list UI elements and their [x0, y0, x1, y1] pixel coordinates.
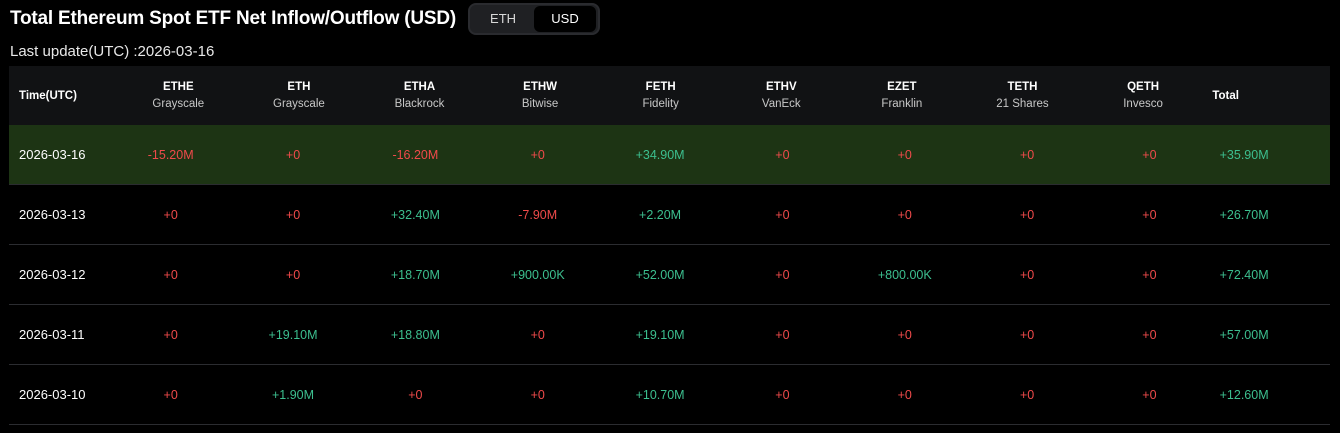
flow-value-ezet: +0	[897, 387, 912, 402]
row-date: 2026-03-10	[19, 387, 86, 402]
flow-value-qeth: +0	[1142, 327, 1157, 342]
flow-value-teth: +0	[1019, 387, 1035, 402]
flow-value-ethw: +0	[530, 327, 545, 342]
row-date: 2026-03-12	[19, 267, 86, 282]
flow-value-qeth: +0	[1142, 387, 1157, 402]
table-row[interactable]: 2026-03-12 +0 +0 +18.70M +900.00K +52.00M +0 +8…	[9, 245, 1330, 305]
header-col-etha: ETHA Blackrock	[359, 81, 480, 110]
flow-value-feth: +52.00M	[635, 267, 685, 282]
flow-value-ethv: +0	[775, 327, 790, 342]
flow-value-feth: +34.90M	[635, 147, 685, 162]
toggle-usd-button[interactable]: USD	[534, 6, 597, 32]
header-issuer: Invesco	[1123, 98, 1163, 110]
header-col-eth: ETH Grayscale	[239, 81, 360, 110]
flow-value-eth: +1.90M	[272, 387, 315, 402]
flow-table: Time(UTC) ETHE Grayscale ETH Grayscale ETHA B…	[9, 66, 1330, 425]
flow-value-feth: +19.10M	[635, 327, 685, 342]
flow-value-qeth: +0	[1142, 207, 1157, 222]
flow-value-ethv: +0	[775, 207, 790, 222]
flow-value-teth: +0	[1019, 147, 1035, 162]
flow-value-feth: +10.70M	[635, 387, 685, 402]
header-col-feth: FETH Fidelity	[600, 81, 721, 110]
header-issuer: Bitwise	[521, 98, 559, 110]
flow-value-eth: +0	[285, 207, 301, 222]
header-ticker: ETHW	[523, 81, 558, 93]
header-issuer: Grayscale	[152, 98, 205, 110]
header-col-ethw: ETHW Bitwise	[480, 81, 601, 110]
flow-value-etha: +0	[408, 387, 423, 402]
header-ticker: ETHA	[403, 81, 436, 93]
header-ticker: ETH	[287, 81, 311, 93]
flow-value-eth: +0	[285, 267, 301, 282]
flow-value-ethw: +900.00K	[510, 267, 565, 282]
header-ticker: ETHV	[765, 81, 797, 93]
header-col-ethe: ETHE Grayscale	[118, 81, 239, 110]
header-ticker: QETH	[1127, 81, 1160, 93]
flow-value-ethe: -15.20M	[147, 147, 194, 162]
toggle-eth-button[interactable]: ETH	[490, 11, 517, 26]
header-row: Total Ethereum Spot ETF Net Inflow/Outfl…	[10, 3, 601, 35]
flow-value-ethe: +0	[163, 387, 178, 402]
flow-value-eth: +19.10M	[268, 327, 318, 342]
page-title: Total Ethereum Spot ETF Net Inflow/Outfl…	[10, 8, 457, 29]
header-issuer: Fidelity	[642, 98, 679, 110]
row-date: 2026-03-13	[19, 207, 86, 222]
flow-value-etha: +32.40M	[390, 207, 440, 222]
header-col-qeth: QETH Invesco	[1083, 81, 1204, 110]
header-issuer: 21 Shares	[996, 98, 1049, 110]
header-col-teth: TETH 21 Shares	[962, 81, 1083, 110]
flow-value-etha: +18.70M	[390, 267, 440, 282]
header-time: Time(UTC)	[19, 89, 77, 102]
row-total: +72.40M	[1219, 267, 1269, 282]
table-row[interactable]: 2026-03-13 +0 +0 +32.40M -7.90M +2.20M +0 +0 +0 +…	[9, 185, 1330, 245]
flow-value-qeth: +0	[1142, 267, 1157, 282]
header-ticker: ETHE	[162, 81, 194, 93]
flow-value-ezet: +0	[897, 207, 912, 222]
flow-value-ethe: +0	[163, 267, 178, 282]
row-total: +12.60M	[1219, 387, 1269, 402]
flow-value-teth: +0	[1019, 327, 1035, 342]
row-date: 2026-03-16	[19, 147, 86, 162]
row-total: +57.00M	[1219, 327, 1269, 342]
flow-value-teth: +0	[1019, 267, 1035, 282]
flow-value-ethv: +0	[775, 147, 790, 162]
flow-value-ethw: +0	[530, 147, 545, 162]
table-body: 2026-03-16 -15.20M +0 -16.20M +0 +34.90M +0 +0 +…	[9, 125, 1330, 425]
header-col-ezet: EZET Franklin	[842, 81, 963, 110]
last-update-text: Last update(UTC) :2026-03-16	[10, 43, 215, 60]
flow-value-ezet: +0	[897, 147, 912, 162]
table-row[interactable]: 2026-03-11 +0 +19.10M +18.80M +0 +19.10M +0 +0 +…	[9, 305, 1330, 365]
row-total: +26.70M	[1219, 207, 1269, 222]
flow-value-ethw: +0	[530, 387, 545, 402]
row-total: +35.90M	[1219, 147, 1269, 162]
row-date: 2026-03-11	[19, 327, 85, 342]
table-row[interactable]: 2026-03-10 +0 +1.90M +0 +0 +10.70M +0 +0 +0 +0 +12…	[9, 365, 1330, 425]
flow-value-feth: +2.20M	[639, 207, 682, 222]
header-ticker: TETH	[1007, 81, 1038, 93]
flow-value-ethv: +0	[775, 387, 790, 402]
currency-toggle: ETH USD	[468, 3, 601, 35]
header-ticker: EZET	[887, 81, 917, 93]
flow-value-eth: +0	[285, 147, 301, 162]
flow-value-ethe: +0	[163, 207, 178, 222]
flow-value-teth: +0	[1019, 207, 1035, 222]
flow-value-etha: +18.80M	[390, 327, 440, 342]
header-issuer: Grayscale	[273, 98, 325, 110]
header-issuer: Blackrock	[394, 98, 445, 110]
table-header: Time(UTC) ETHE Grayscale ETH Grayscale ETHA B…	[9, 66, 1330, 125]
flow-value-ethw: -7.90M	[518, 207, 558, 222]
header-issuer: Franklin	[881, 98, 923, 110]
flow-value-etha: -16.20M	[392, 147, 439, 162]
flow-value-ezet: +0	[897, 327, 912, 342]
flow-value-qeth: +0	[1142, 147, 1157, 162]
flow-value-ezet: +800.00K	[877, 267, 932, 282]
header-total: Total	[1212, 89, 1239, 102]
table-row[interactable]: 2026-03-16 -15.20M +0 -16.20M +0 +34.90M +0 +0 +…	[9, 125, 1330, 185]
flow-value-ethe: +0	[163, 327, 178, 342]
header-col-ethv: ETHV VanEck	[721, 81, 842, 110]
header-ticker: FETH	[645, 81, 676, 93]
header-issuer: VanEck	[761, 98, 801, 110]
flow-value-ethv: +0	[775, 267, 790, 282]
